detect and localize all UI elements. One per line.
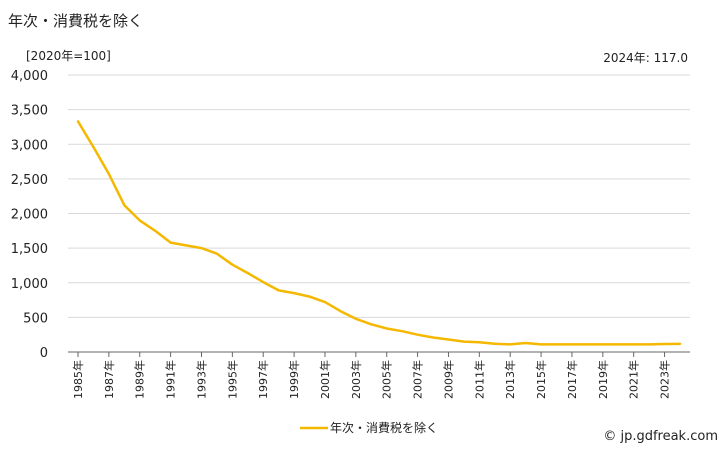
x-tick-label: 1993年	[194, 360, 208, 399]
y-tick-label: 4,000	[11, 69, 48, 84]
legend: 年次・消費税を除く	[300, 420, 438, 435]
y-tick-label: 3,500	[11, 104, 48, 119]
y-tick-label: 3,000	[11, 138, 48, 153]
x-tick-label: 2009年	[441, 360, 455, 399]
latest-value-label: 2024年: 117.0	[603, 51, 688, 65]
grid-lines	[68, 74, 690, 318]
x-tick-label: 2021年	[627, 360, 641, 399]
x-tick-label: 2005年	[380, 360, 394, 399]
y-tick-label: 1,000	[11, 277, 48, 292]
unit-label: [2020年=100]	[26, 49, 111, 63]
credit-label: © jp.gdfreak.com	[603, 429, 718, 444]
series-line	[76, 120, 682, 346]
x-tick-label: 2015年	[534, 360, 548, 399]
page-title: 年次・消費税を除く	[8, 12, 144, 30]
x-tick-label: 1991年	[164, 360, 178, 399]
x-tick-label: 2023年	[658, 360, 672, 399]
y-tick-label: 2,500	[11, 173, 48, 188]
series-layer	[76, 120, 682, 346]
x-tick-label: 2003年	[349, 360, 363, 399]
x-axis-ticks: 1985年 1987年 1989年 1991年 1993年 1995年 1997年 1999年…	[71, 352, 672, 399]
x-tick-label: 1987年	[102, 360, 116, 399]
x-tick-label: 2013年	[503, 360, 517, 399]
x-tick-label: 2019年	[596, 360, 610, 399]
y-tick-label: 2,000	[11, 208, 48, 223]
x-tick-label: 1985年	[71, 360, 85, 399]
y-tick-label: 1,500	[11, 242, 48, 257]
y-axis-ticks: 0 500 1,000 1,500 2,000 2,500 3,000 3,500 4,000	[11, 69, 48, 361]
x-tick-label: 2011年	[472, 360, 486, 399]
y-tick-label: 500	[23, 311, 48, 326]
x-tick-label: 1989年	[133, 360, 147, 399]
x-tick-label: 2017年	[565, 360, 579, 399]
x-tick-label: 2001年	[318, 360, 332, 399]
y-tick-label: 0	[40, 346, 48, 361]
x-tick-label: 1995年	[225, 360, 239, 399]
legend-label: 年次・消費税を除く	[330, 420, 438, 435]
x-tick-label: 2007年	[411, 360, 425, 399]
x-tick-label: 1999年	[287, 360, 301, 399]
x-tick-label: 1997年	[256, 360, 270, 399]
